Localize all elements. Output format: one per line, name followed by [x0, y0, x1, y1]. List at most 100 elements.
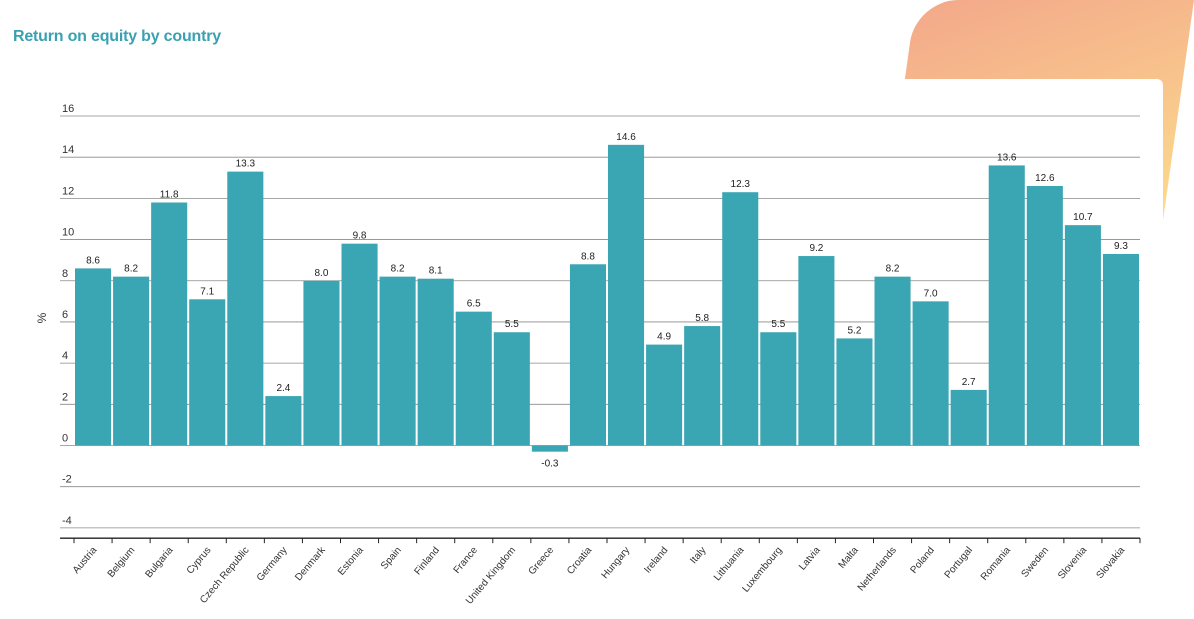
bar: [493, 332, 530, 446]
bar: [189, 299, 226, 446]
x-tick-label: Bulgaria: [143, 545, 175, 581]
bar: [1026, 186, 1063, 446]
data-label: 8.2: [124, 264, 138, 275]
x-tick-label: Belgium: [106, 545, 138, 580]
data-label: 9.8: [353, 231, 367, 242]
x-tick-label: Sweden: [1019, 545, 1051, 580]
bar: [988, 165, 1025, 446]
bar: [379, 276, 416, 446]
x-tick-label: Slovenia: [1056, 545, 1089, 582]
bar: [798, 256, 835, 446]
x-tick-label: Luxembourg: [740, 545, 784, 595]
x-tick-label: Spain: [379, 545, 404, 572]
x-tick-label: Italy: [688, 545, 708, 566]
data-label: 8.6: [86, 255, 100, 266]
bar: [113, 276, 150, 446]
data-label: 9.2: [809, 243, 823, 254]
x-tick-label: Germany: [255, 545, 290, 584]
bar: [722, 192, 759, 446]
x-tick-label: Lithuania: [712, 545, 747, 584]
x-tick-label: Portugal: [943, 545, 975, 581]
data-label: 5.5: [505, 319, 519, 330]
data-label: 5.5: [771, 319, 785, 330]
y-tick-label: 2: [62, 391, 68, 403]
data-label: 2.7: [962, 377, 976, 388]
x-tick-label: France: [452, 545, 481, 576]
bar: [265, 396, 302, 446]
x-tick-label: Slovakia: [1095, 545, 1128, 581]
bar: [75, 268, 112, 446]
data-label: 8.8: [581, 251, 595, 262]
y-tick-label: 6: [62, 309, 68, 321]
bar: [531, 445, 568, 452]
bar: [646, 344, 683, 446]
x-tick-label: Ireland: [642, 545, 670, 575]
data-label: 12.3: [731, 179, 751, 190]
bar: [341, 243, 378, 446]
bar: [836, 338, 873, 446]
data-label: 4.9: [657, 332, 671, 343]
bar: [608, 144, 645, 446]
bar: [151, 202, 188, 446]
data-label: 7.1: [200, 286, 214, 297]
bar: [227, 171, 264, 446]
y-tick-label: 0: [62, 433, 68, 445]
data-label: -0.3: [541, 459, 559, 470]
x-tick-label: Estonia: [336, 545, 366, 578]
x-tick-label: Greece: [527, 545, 557, 578]
y-axis-title: %: [35, 312, 49, 323]
data-label: 8.1: [429, 266, 443, 277]
data-label: 9.3: [1114, 241, 1128, 252]
bar: [760, 332, 797, 446]
chart-title: Return on equity by country: [13, 28, 221, 45]
data-label: 8.2: [391, 264, 405, 275]
bar: [569, 264, 606, 446]
x-tick-label: Denmark: [293, 544, 328, 583]
x-tick-label: Cyprus: [185, 545, 214, 576]
x-tick-label: Hungary: [600, 545, 633, 581]
data-label: 8.0: [315, 268, 329, 279]
bar: [874, 276, 911, 446]
x-tick-label: Poland: [908, 545, 936, 576]
data-label: 14.6: [616, 132, 636, 143]
data-label: 7.0: [924, 288, 938, 299]
data-label: 6.5: [467, 299, 481, 310]
data-label: 5.2: [848, 325, 862, 336]
x-tick-label: Croatia: [565, 545, 594, 577]
bars: [75, 144, 1139, 452]
bar: [417, 278, 454, 446]
data-label: 5.8: [695, 313, 709, 324]
x-tick-label: Romania: [979, 545, 1013, 583]
y-tick-label: 12: [62, 185, 74, 197]
bar: [1064, 225, 1101, 446]
data-label: 2.4: [276, 383, 290, 394]
x-tick-label: Finland: [412, 545, 442, 577]
y-tick-label: -4: [62, 515, 72, 527]
bar: [912, 301, 949, 446]
y-tick-label: 4: [62, 350, 68, 362]
bar: [684, 326, 721, 446]
y-tick-label: 14: [62, 144, 74, 156]
data-label: 13.3: [236, 159, 256, 170]
y-tick-label: 16: [62, 103, 74, 115]
data-label: 8.2: [886, 264, 900, 275]
data-label: 12.6: [1035, 173, 1055, 184]
data-label: 13.6: [997, 152, 1017, 163]
data-label: 11.8: [160, 189, 179, 200]
bar: [303, 280, 340, 446]
y-tick-label: 10: [62, 227, 74, 239]
data-labels: 8.6 8.2 11.8 7.1 13.3 2.4 8.0 9.8 8.2 8.1 6.5 5.5 -0…: [86, 132, 1128, 470]
x-tick-label: Austria: [71, 545, 100, 576]
x-tick-label: Latvia: [797, 545, 823, 573]
bar: [950, 389, 987, 446]
bar: [455, 311, 492, 446]
data-label: 10.7: [1073, 212, 1093, 223]
x-tick-label: Netherlands: [856, 545, 899, 593]
bar: [1102, 253, 1139, 446]
x-tick-label: Malta: [837, 545, 861, 571]
y-tick-label: -2: [62, 474, 72, 486]
y-axis: 16 14 12 10 8 6 4 2 0 -2 -4: [62, 103, 74, 527]
y-tick-label: 8: [62, 268, 68, 280]
